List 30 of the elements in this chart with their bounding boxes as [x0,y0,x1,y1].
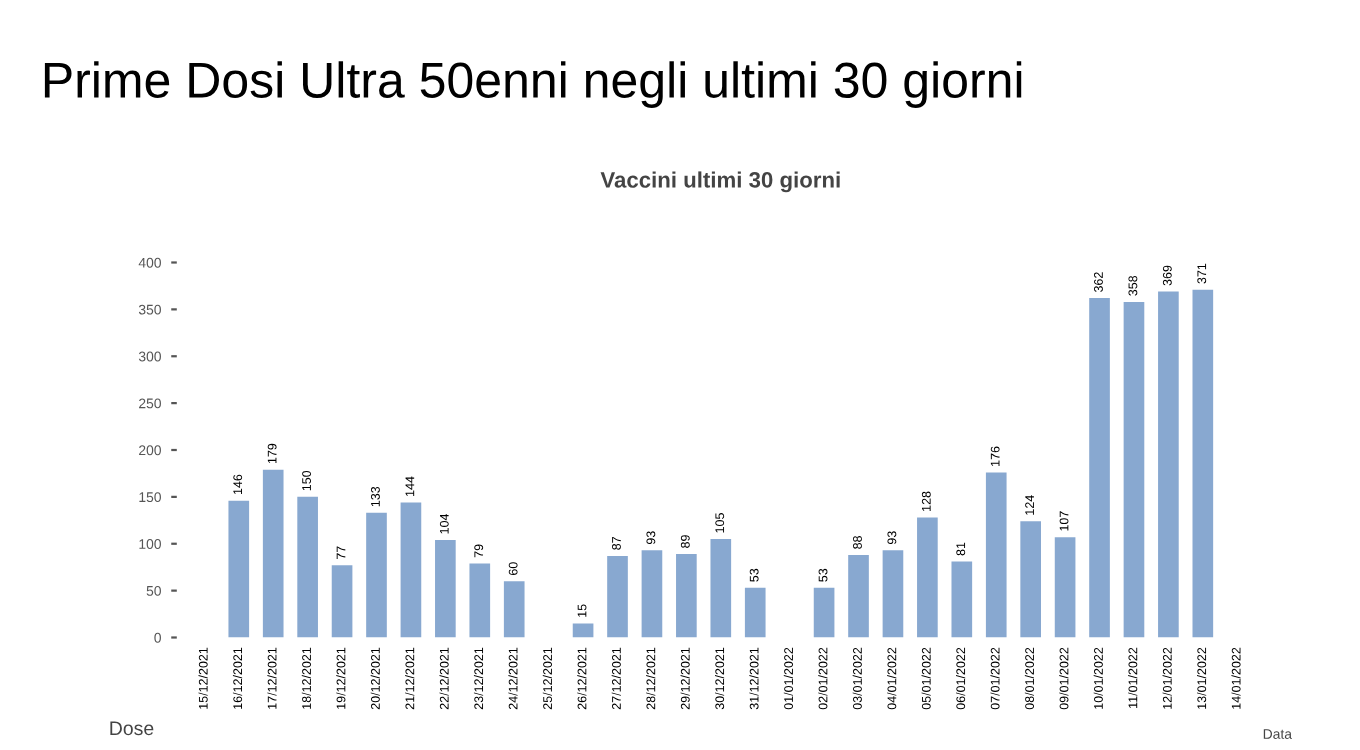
bar [985,472,1007,638]
bar [228,500,250,638]
bar [469,563,491,638]
bar [1123,301,1145,638]
chart-title: Prime Dosi Ultra 50enni negli ultimi 30 giorni [44,61,1022,108]
bar [676,554,697,638]
bar [503,581,525,638]
bar [331,565,353,638]
bar [400,502,422,638]
bar [813,587,835,638]
bar [1020,521,1041,638]
bar [1158,291,1179,638]
bar [607,555,628,638]
bar [1089,298,1110,638]
bar [435,540,456,638]
bar [848,555,869,638]
bar [710,539,732,638]
bar [297,496,318,638]
bar [1192,289,1214,638]
y-axis-title: Dose [110,721,154,736]
bar [951,561,973,638]
bar [366,512,387,638]
bar [262,469,284,638]
bar [572,623,594,638]
bar [882,550,904,638]
bar [1054,537,1076,638]
chart-subtitle: Vaccini ultimi 30 giorni [600,171,840,193]
bar [917,517,938,638]
bar [744,587,766,638]
bar [641,550,663,638]
